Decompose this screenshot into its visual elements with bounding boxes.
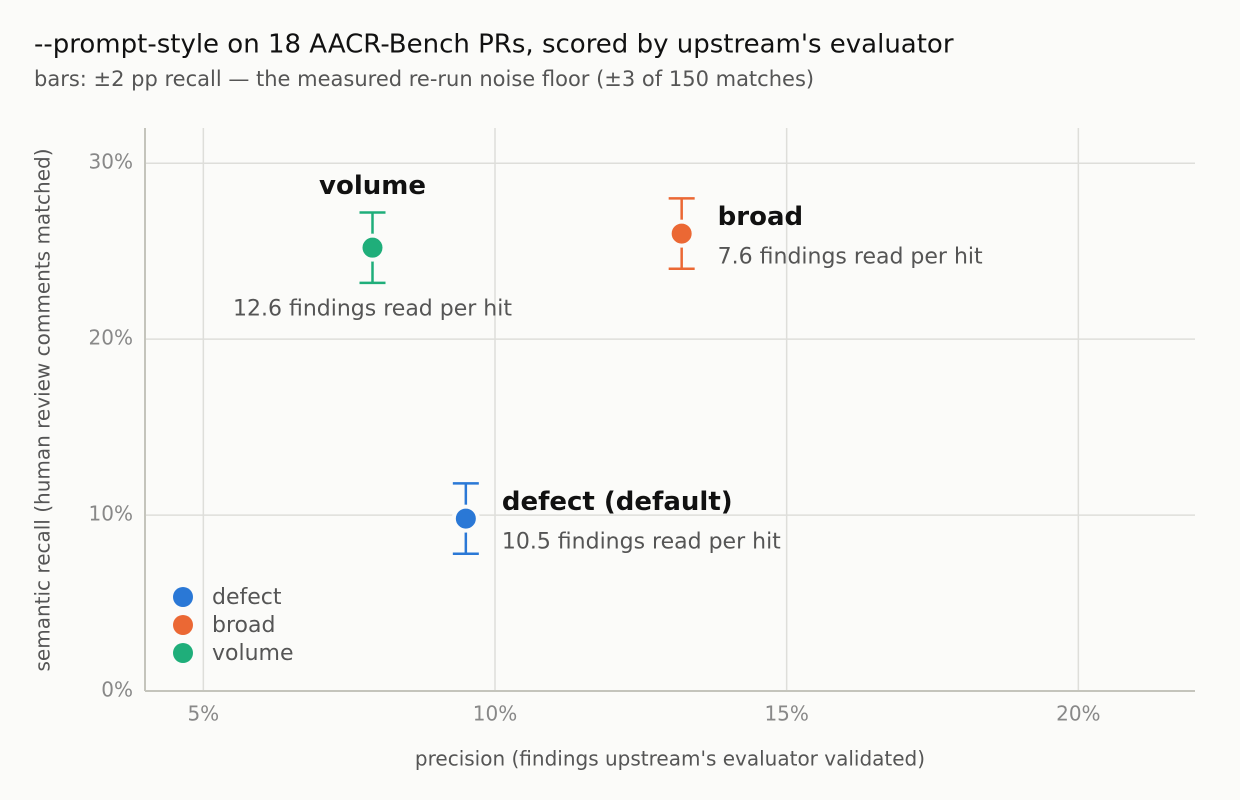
chart-title: --prompt-style on 18 AACR-Bench PRs, sco…	[34, 30, 954, 60]
point-label: defect (default)	[502, 487, 733, 517]
y-tick-label: 30%	[89, 150, 133, 174]
y-tick-label: 20%	[89, 326, 133, 350]
point-note: 7.6 findings read per hit	[718, 245, 983, 270]
legend-label: defect	[212, 585, 282, 610]
x-tick-label: 20%	[1056, 702, 1100, 726]
point	[667, 219, 696, 248]
y-tick-label: 0%	[101, 678, 133, 702]
point-label: volume	[319, 171, 426, 201]
x-tick-label: 10%	[473, 702, 517, 726]
y-axis-title: semantic recall (human review comments m…	[31, 149, 55, 672]
point-label: broad	[718, 202, 803, 232]
point	[451, 504, 480, 533]
x-tick-label: 5%	[187, 702, 219, 726]
x-axis-title: precision (findings upstream's evaluator…	[415, 747, 925, 771]
legend-swatch	[173, 643, 193, 663]
legend-swatch	[173, 587, 193, 607]
point-note: 10.5 findings read per hit	[502, 530, 781, 555]
chart-subtitle: bars: ±2 pp recall — the measured re-run…	[34, 67, 814, 91]
legend-label: broad	[212, 613, 275, 638]
x-tick-label: 15%	[764, 702, 808, 726]
legend-label: volume	[212, 641, 294, 666]
legend-swatch	[173, 615, 193, 635]
point	[358, 233, 387, 262]
y-tick-label: 10%	[89, 502, 133, 526]
point-note: 12.6 findings read per hit	[233, 297, 512, 322]
